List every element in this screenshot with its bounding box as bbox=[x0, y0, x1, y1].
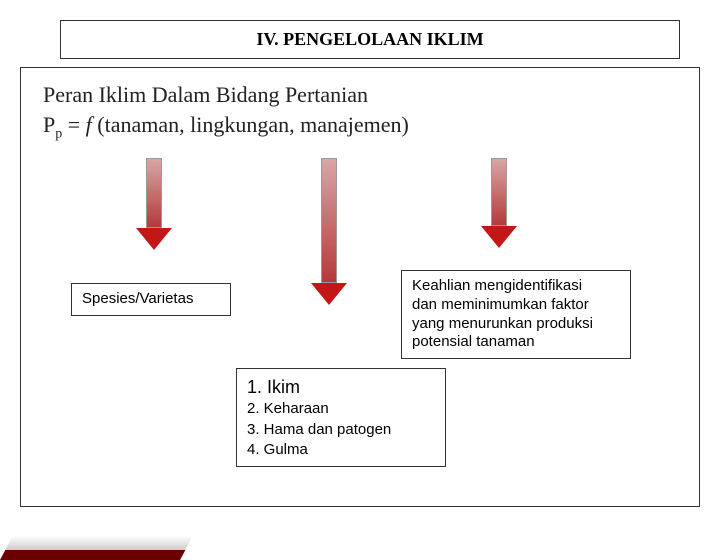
arrow-shaft bbox=[321, 158, 337, 283]
keahlian-box: Keahlian mengidentifikasi dan meminimumk… bbox=[401, 270, 631, 359]
arrow-lingkungan bbox=[311, 158, 347, 305]
arrow-head-icon bbox=[311, 283, 347, 305]
keahlian-line: dan meminimumkan faktor bbox=[412, 296, 620, 315]
content-panel: Peran Iklim Dalam Bidang Pertanian Pp = … bbox=[20, 67, 700, 507]
section-title: IV. PENGELOLAAN IKLIM bbox=[60, 20, 680, 59]
decorative-red-bar bbox=[0, 550, 185, 560]
list-label: . Ikim bbox=[257, 377, 300, 397]
species-varietas-box: Spesies/Varietas bbox=[71, 283, 231, 316]
arrow-shaft bbox=[146, 158, 162, 228]
intro-line-2: Pp = f (tanaman, lingkungan, manajemen) bbox=[43, 112, 677, 142]
list-item: 2. Keharaan bbox=[247, 399, 435, 419]
formula-args: (tanaman, lingkungan, manajemen) bbox=[97, 112, 409, 137]
species-label: Spesies/Varietas bbox=[82, 290, 193, 307]
keahlian-line: Keahlian mengidentifikasi bbox=[412, 277, 620, 296]
arrow-head-icon bbox=[136, 228, 172, 250]
faktor-list-box: 1. Ikim 2. Keharaan 3. Hama dan patogen … bbox=[236, 368, 446, 467]
keahlian-line: yang menurunkan produksi bbox=[412, 315, 620, 334]
formula-eq: = bbox=[62, 112, 85, 137]
intro-line-1: Peran Iklim Dalam Bidang Pertanian bbox=[43, 82, 677, 108]
arrow-tanaman bbox=[136, 158, 172, 250]
list-item: 1. Ikim bbox=[247, 375, 435, 399]
section-title-text: IV. PENGELOLAAN IKLIM bbox=[256, 29, 483, 49]
keahlian-line: potensial tanaman bbox=[412, 333, 620, 352]
arrow-manajemen bbox=[481, 158, 517, 248]
list-item: 3. Hama dan patogen bbox=[247, 420, 435, 440]
formula-P: P bbox=[43, 112, 55, 137]
list-num: 1 bbox=[247, 377, 257, 397]
arrow-head-icon bbox=[481, 226, 517, 248]
decorative-corner bbox=[0, 524, 180, 560]
formula-fn: f bbox=[86, 112, 98, 137]
list-item: 4. Gulma bbox=[247, 440, 435, 460]
arrow-shaft bbox=[491, 158, 507, 226]
